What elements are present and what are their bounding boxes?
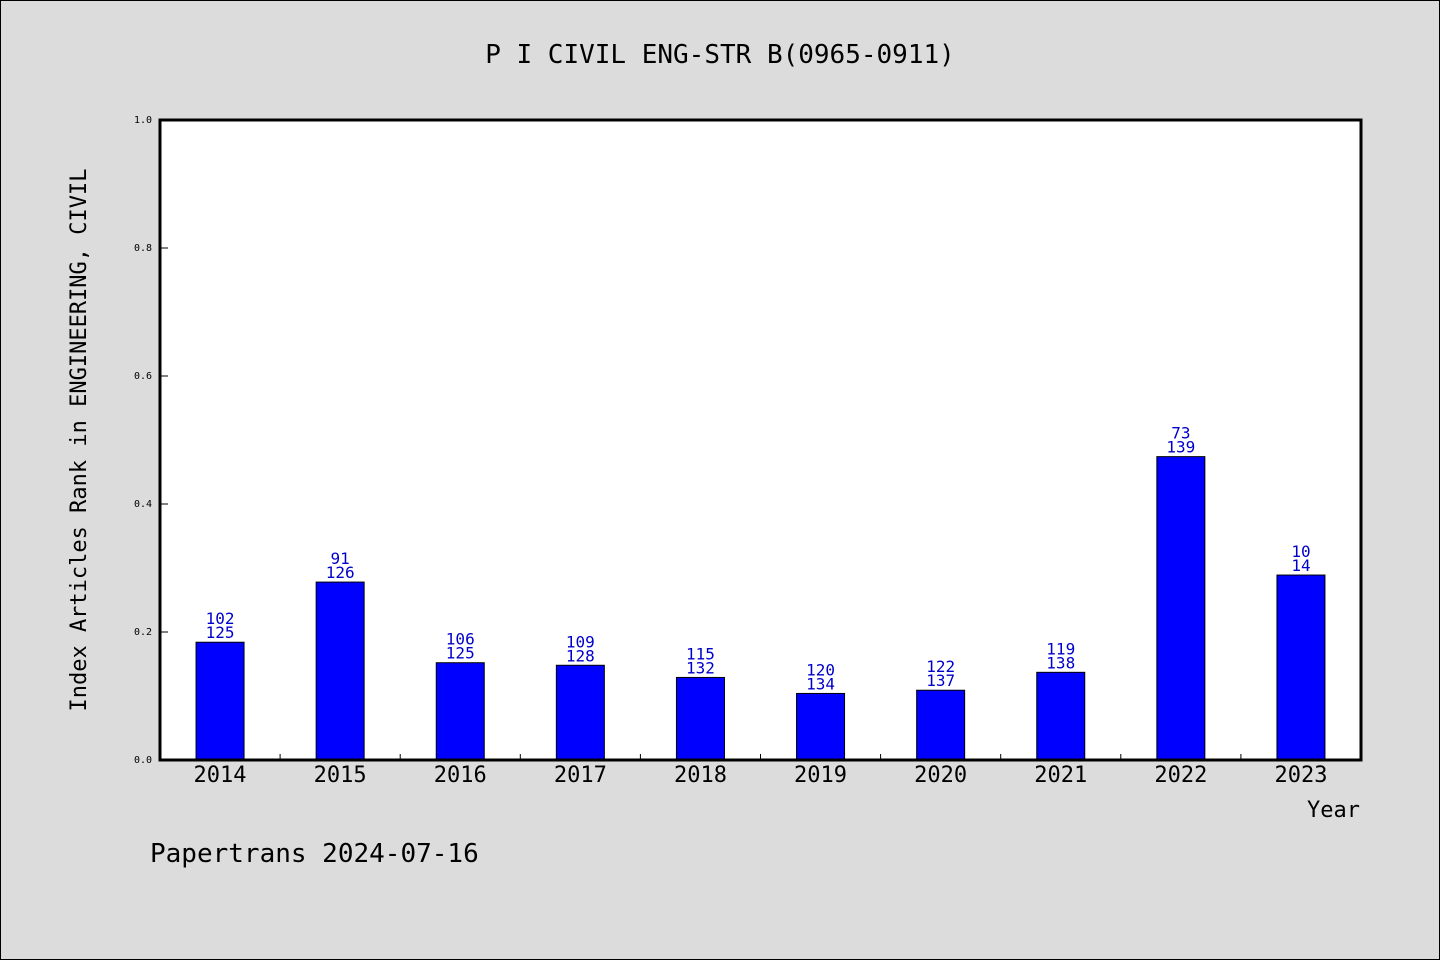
y-tick-label: 0.4: [134, 499, 152, 510]
bar-label-top: 102: [206, 609, 235, 628]
bar-label-top: 73: [1171, 424, 1190, 443]
y-tick-label: 0.8: [134, 243, 152, 254]
x-tick-label: 2016: [434, 763, 487, 788]
bar-label-top: 115: [686, 644, 715, 663]
x-tick-label: 2019: [794, 763, 847, 788]
bar-label-top: 119: [1046, 639, 1075, 658]
bar-label-bottom: 126: [326, 563, 355, 582]
bar-2022: [1156, 456, 1206, 761]
footer-text: Papertrans 2024-07-16: [150, 839, 479, 869]
x-tick-label: 2020: [914, 763, 967, 788]
bar-2019: [796, 692, 846, 761]
bar-label-top: 106: [446, 630, 475, 649]
bar-label-bottom: 134: [806, 674, 835, 693]
bar-2023: [1276, 574, 1326, 761]
bar-label-bottom: 125: [446, 644, 475, 663]
bar-2018: [675, 676, 725, 761]
bar-label-bottom: 125: [206, 623, 235, 642]
x-axis-label: Year: [1307, 798, 1360, 823]
bar-label-top: 122: [926, 657, 955, 676]
y-tick-label: 0.0: [134, 755, 152, 766]
y-tick-label: 0.2: [134, 627, 152, 638]
x-tick-label: 2018: [674, 763, 727, 788]
bar-label-bottom: 139: [1166, 438, 1195, 457]
bar-label-bottom: 138: [1046, 653, 1075, 672]
bar-2014: [195, 641, 245, 761]
bar-2016: [435, 662, 485, 761]
bar-label-bottom: 137: [926, 671, 955, 690]
x-tick-label: 2022: [1154, 763, 1207, 788]
x-axis: 2014 2015 2016 2017 2018 2019 2020 2021 2022 2023: [194, 754, 1327, 788]
bars-group: 1251021269112510612810913211513412013712…: [195, 424, 1326, 761]
bar-label-bottom: 128: [566, 646, 595, 665]
x-tick-label: 2023: [1274, 763, 1327, 788]
bar-label-bottom: 14: [1291, 556, 1310, 575]
bar-label-top: 120: [806, 660, 835, 679]
y-tick-label: 0.6: [134, 371, 152, 382]
x-tick-label: 2021: [1034, 763, 1087, 788]
y-axis-label: Index Articles Rank in ENGINEERING, CIVI…: [67, 168, 92, 711]
x-tick-label: 2017: [554, 763, 607, 788]
chart-title: P I CIVIL ENG-STR B(0965-0911): [485, 40, 955, 70]
bar-2015: [315, 581, 365, 761]
bar-label-top: 10: [1291, 542, 1310, 561]
bar-2017: [555, 664, 605, 761]
bar-2021: [1036, 671, 1086, 761]
x-tick-label: 2015: [314, 763, 367, 788]
bar-label-bottom: 132: [686, 658, 715, 677]
bar-label-top: 91: [331, 549, 350, 568]
bar-label-top: 109: [566, 632, 595, 651]
bar-2020: [916, 689, 966, 761]
y-tick-label: 1.0: [134, 115, 152, 126]
x-tick-label: 2014: [194, 763, 247, 788]
plot-border: [158, 118, 1363, 762]
